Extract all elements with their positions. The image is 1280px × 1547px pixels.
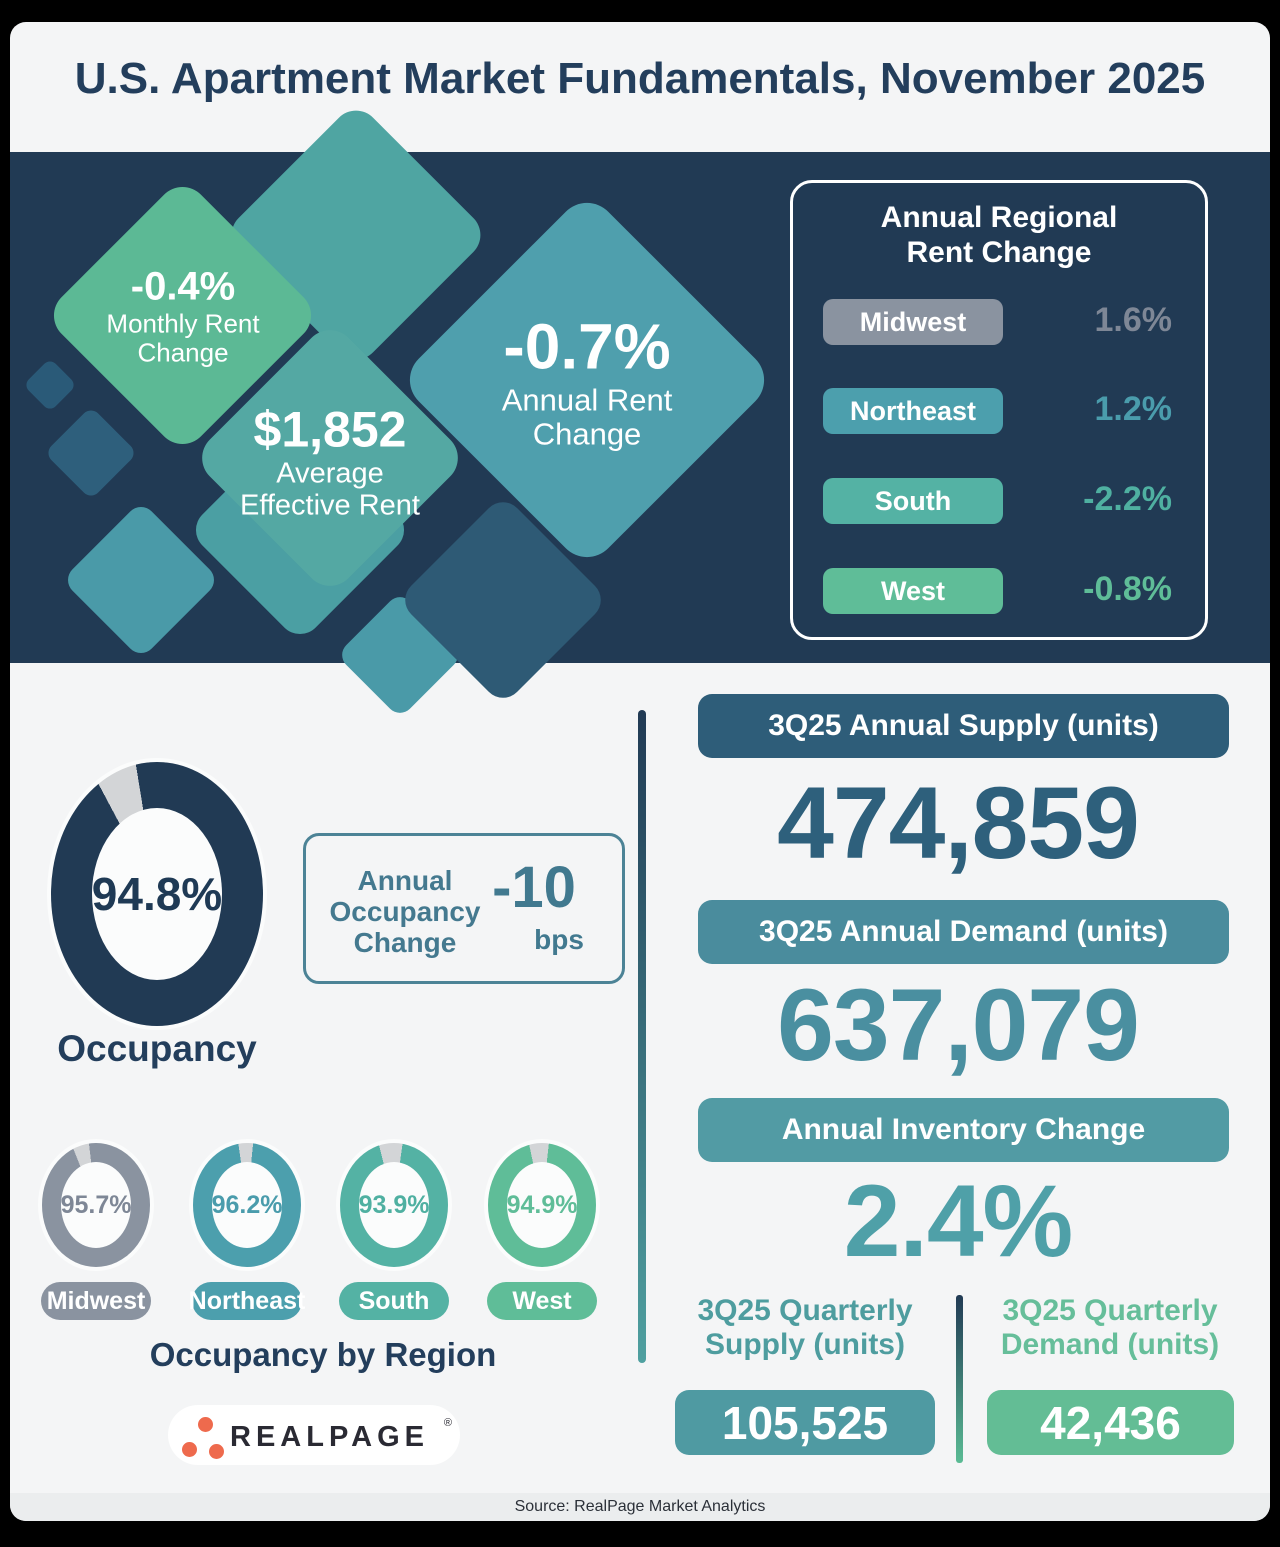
realpage-logo: REALPAGE ® [168, 1405, 460, 1465]
south-donut-value: 93.9% [359, 1162, 429, 1248]
logo-dot-icon [182, 1442, 197, 1457]
south-region-pill: South [339, 1282, 449, 1320]
region-pill-midwest: Midwest [823, 299, 1003, 345]
annual-occupancy-change-unit: bps [534, 924, 584, 955]
annual-occupancy-change-box: Annual Occupancy Change -10 bps [303, 833, 625, 984]
registered-mark: ® [443, 1417, 452, 1429]
regional-row-northeast: Northeast 1.2% [793, 388, 1205, 436]
quarterly-demand-label: 3Q25 Quarterly Demand (units) [1000, 1294, 1220, 1361]
quarterly-supply-label: 3Q25 Quarterly Supply (units) [697, 1294, 913, 1361]
south-occupancy-donut: 93.9% [340, 1143, 448, 1267]
annual-supply-value: 474,859 [777, 766, 1140, 880]
west-donut-value: 94.9% [507, 1162, 577, 1248]
infographic-card: U.S. Apartment Market Fundamentals, Nove… [10, 22, 1270, 1521]
inventory-change-value: 2.4% [843, 1164, 1074, 1278]
annual-demand-pill: 3Q25 Annual Demand (units) [698, 900, 1229, 964]
quarterly-supply-value-pill: 105,525 [675, 1390, 935, 1455]
quarterly-divider-line [956, 1295, 963, 1463]
region-value-northeast: 1.2% [1094, 390, 1173, 428]
west-region-pill: West [487, 1282, 597, 1320]
region-pill-south: South [823, 478, 1003, 524]
annual-supply-pill: 3Q25 Annual Supply (units) [698, 694, 1229, 758]
region-value-south: -2.2% [1083, 480, 1172, 518]
regional-rent-change-box: Annual Regional Rent Change Midwest 1.6% … [790, 180, 1208, 640]
regional-row-midwest: Midwest 1.6% [793, 299, 1205, 347]
northeast-occupancy-donut: 96.2% [193, 1143, 301, 1267]
realpage-wordmark: REALPAGE [230, 1421, 429, 1453]
regional-box-title: Annual Regional Rent Change [880, 201, 1118, 269]
regional-row-south: South -2.2% [793, 478, 1205, 526]
northeast-donut-value: 96.2% [212, 1162, 282, 1248]
occupancy-label: Occupancy [57, 1028, 257, 1069]
midwest-occupancy-donut: 95.7% [42, 1143, 150, 1267]
annual-occupancy-change-label: Annual Occupancy Change [329, 865, 481, 958]
logo-dot-icon [198, 1417, 213, 1432]
page-title: U.S. Apartment Market Fundamentals, Nove… [74, 54, 1206, 103]
occupancy-donut-chart: 94.8% [51, 762, 263, 1026]
monthly-rent-change-stat: -0.4% Monthly Rent Change [106, 264, 260, 368]
average-effective-rent-stat: $1,852 Average Effective Rent [239, 401, 420, 522]
midwest-region-pill: Midwest [41, 1282, 151, 1320]
regional-row-west: West -0.8% [793, 568, 1205, 616]
inventory-change-pill: Annual Inventory Change [698, 1098, 1229, 1162]
column-divider-line [638, 710, 646, 1363]
annual-rent-change-stat: -0.7% Annual Rent Change [501, 310, 673, 452]
occupancy-donut-value: 94.8% [92, 808, 222, 980]
midwest-donut-value: 95.7% [61, 1162, 131, 1248]
west-occupancy-donut: 94.9% [488, 1143, 596, 1267]
logo-dot-icon [209, 1444, 224, 1459]
annual-occupancy-change-value: -10 [492, 855, 576, 920]
region-value-west: -0.8% [1083, 570, 1172, 608]
northeast-region-pill: Northeast [189, 1282, 305, 1320]
region-pill-west: West [823, 568, 1003, 614]
annual-demand-value: 637,079 [777, 968, 1140, 1082]
occupancy-by-region-title: Occupancy by Region [149, 1336, 497, 1373]
source-attribution: Source: RealPage Market Analytics [10, 1493, 1270, 1521]
region-pill-northeast: Northeast [823, 388, 1003, 434]
quarterly-demand-value-pill: 42,436 [987, 1390, 1234, 1455]
region-value-midwest: 1.6% [1094, 301, 1173, 339]
